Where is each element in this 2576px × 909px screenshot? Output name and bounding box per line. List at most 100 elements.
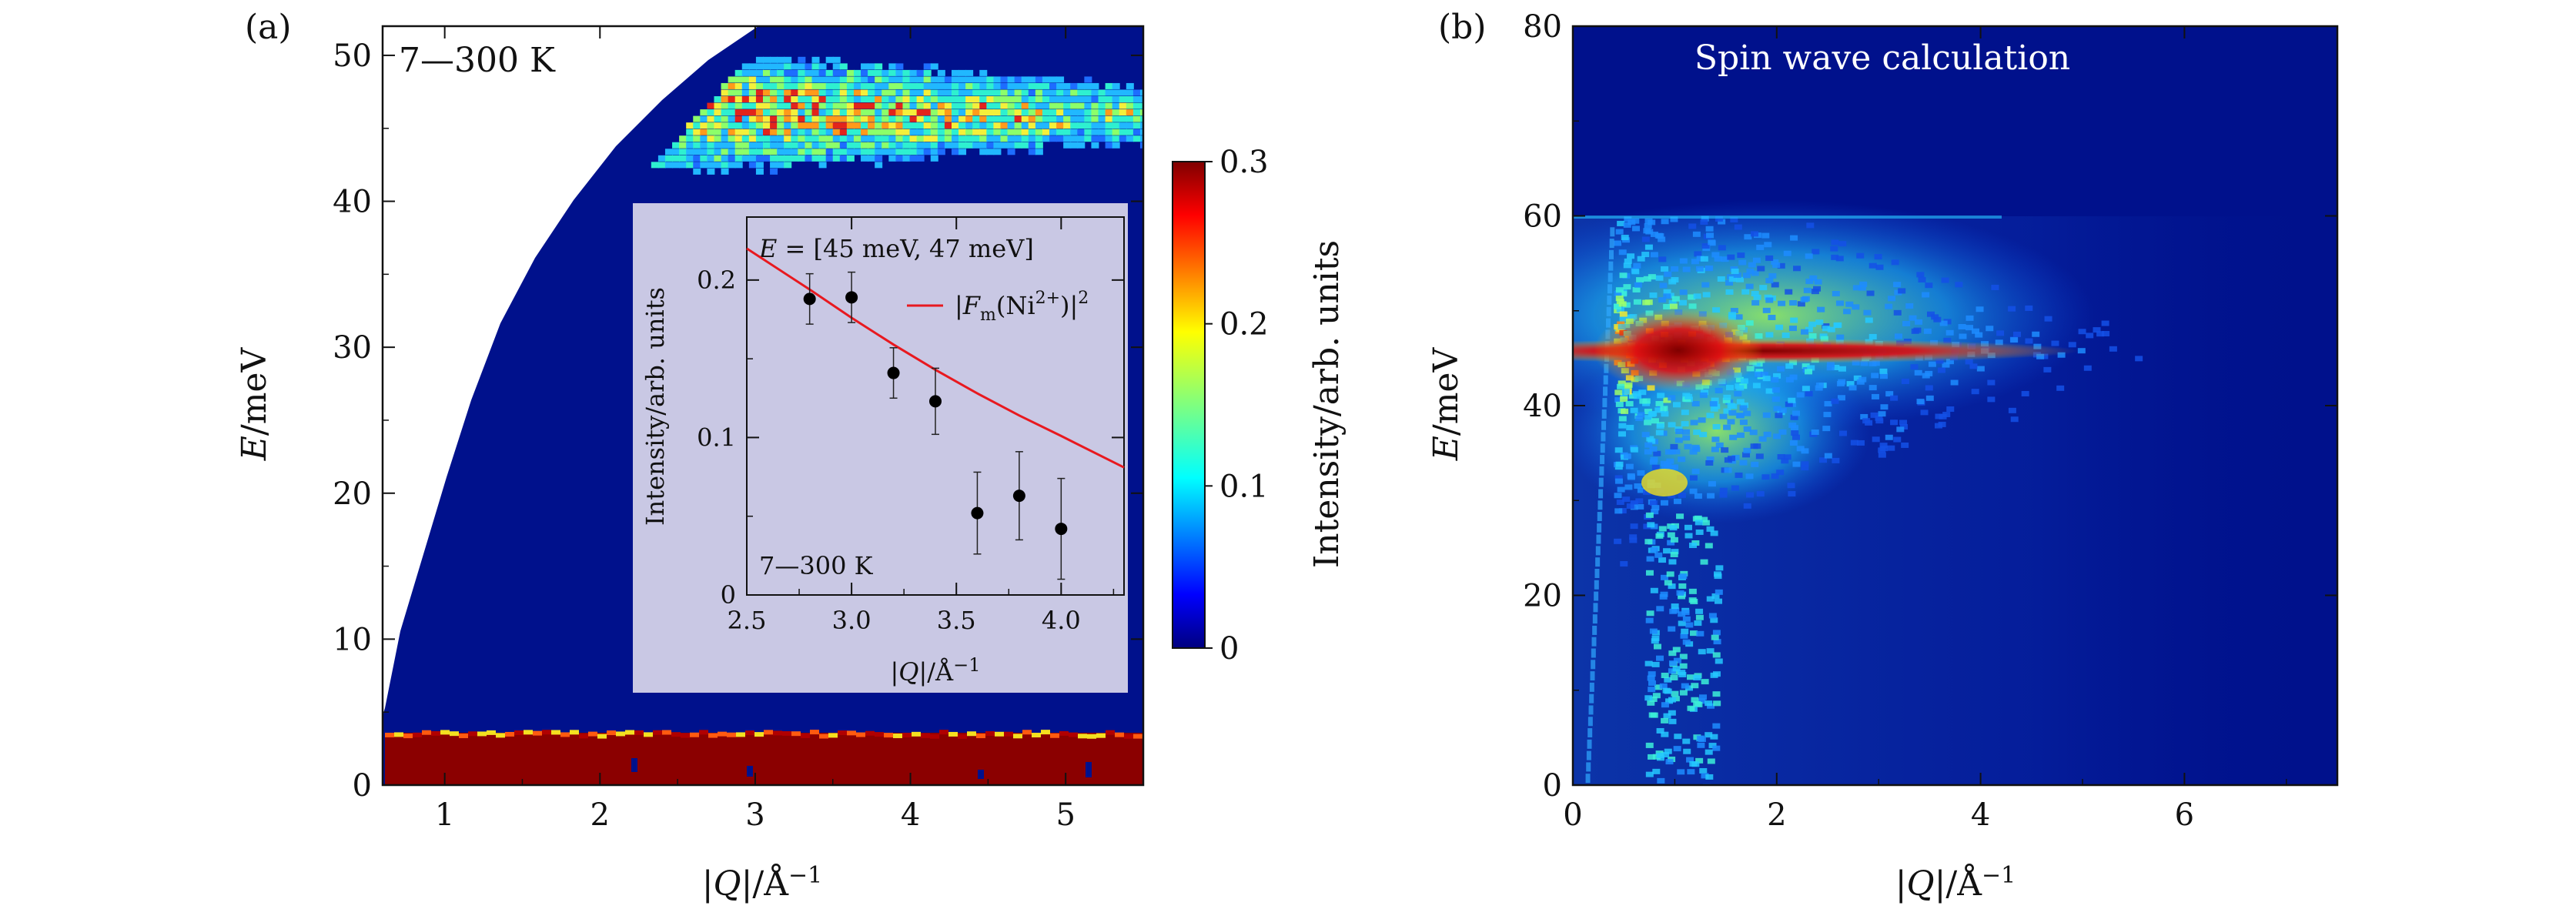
panel-a-band-pixel bbox=[693, 168, 701, 175]
panel-a-band-pixel bbox=[958, 142, 967, 149]
panel-a-band-pixel bbox=[791, 76, 799, 83]
panel-b-pixel bbox=[1735, 314, 1743, 320]
panel-a-band-pixel bbox=[714, 122, 722, 129]
panel-b-pixel bbox=[1965, 325, 1974, 331]
panel-b-pixel bbox=[1730, 308, 1738, 314]
panel-a-elastic-pixel bbox=[431, 730, 440, 736]
colorbar-tick-label: 0 bbox=[1219, 631, 1239, 667]
panel-b-pixel bbox=[1616, 500, 1624, 506]
panel-a-band-pixel bbox=[1112, 109, 1120, 116]
panel-b-pixel bbox=[1731, 454, 1740, 460]
panel-b-pixel bbox=[1711, 252, 1720, 258]
panel-a-elastic-pixel bbox=[718, 731, 727, 737]
panel-b-pixel bbox=[1866, 290, 1875, 296]
panel-b-pixel bbox=[1763, 431, 1771, 437]
panel-a-band-pixel bbox=[1126, 89, 1134, 96]
panel-b-pixel bbox=[1751, 290, 1759, 296]
panel-b-pixel bbox=[1711, 593, 1720, 599]
panel-a-band-pixel bbox=[1021, 96, 1029, 103]
panel-b-pixel bbox=[1729, 434, 1738, 440]
panel-b-pixel bbox=[1820, 336, 1828, 342]
panel-b-pixel bbox=[1898, 288, 1906, 294]
panel-a-band-pixel bbox=[1035, 76, 1043, 83]
panel-b-dispersion-pixel bbox=[1588, 705, 1594, 715]
panel-a-band-pixel bbox=[672, 162, 681, 169]
panel-b-pixel bbox=[1894, 333, 1902, 339]
panel-a-band-pixel bbox=[805, 102, 813, 109]
panel-b-pixel bbox=[1976, 366, 1985, 372]
panel-a-band-pixel bbox=[846, 129, 855, 135]
panel-b-pixel bbox=[1996, 330, 2005, 336]
panel-b-pixel bbox=[1643, 489, 1651, 495]
panel-a-band-pixel bbox=[755, 102, 764, 109]
panel-b-pixel bbox=[1879, 443, 1888, 449]
panel-a-band-pixel bbox=[909, 82, 918, 89]
panel-a-band-pixel bbox=[1021, 122, 1029, 129]
panel-b-pixel bbox=[1693, 429, 1701, 436]
panel-a-band-pixel bbox=[770, 109, 778, 116]
panel-b-pixel bbox=[1675, 429, 1684, 435]
panel-b-pixel bbox=[1771, 396, 1780, 403]
panel-b-dispersion-pixel bbox=[1591, 637, 1597, 647]
panel-b-pixel bbox=[1628, 219, 1636, 226]
panel-b-pixel bbox=[1701, 282, 1710, 288]
panel-a-band-pixel bbox=[741, 69, 750, 76]
panel-a-band-pixel bbox=[770, 162, 778, 169]
panel-b-pixel bbox=[1651, 661, 1660, 667]
panel-a-band-pixel bbox=[923, 96, 932, 103]
panel-a-elastic-pixel bbox=[921, 733, 930, 738]
panel-a-band-pixel bbox=[1077, 129, 1086, 135]
panel-a-band-pixel bbox=[1042, 89, 1050, 96]
panel-a-band-pixel bbox=[763, 69, 771, 76]
panel-a-band-pixel bbox=[798, 149, 806, 155]
panel-a-elastic-pixel bbox=[699, 730, 708, 735]
panel-b-pixel bbox=[1838, 366, 1846, 372]
panel-b-pixel bbox=[1625, 463, 1634, 470]
panel-b-pixel bbox=[1875, 264, 1884, 270]
panel-b-pixel bbox=[1711, 446, 1719, 453]
panel-a-band-pixel bbox=[1007, 102, 1015, 109]
panel-a-band-pixel bbox=[1021, 82, 1029, 89]
panel-b-pixel bbox=[1679, 690, 1688, 696]
panel-a-band-pixel bbox=[1042, 82, 1050, 89]
panel-b-dispersion-pixel bbox=[1609, 249, 1614, 259]
panel-b-pixel bbox=[1756, 244, 1765, 250]
panel-a-band-pixel bbox=[818, 135, 827, 142]
panel-b-pixel bbox=[1707, 703, 1715, 709]
panel-a-band-pixel bbox=[734, 96, 743, 103]
panel-a-band-pixel bbox=[895, 69, 904, 76]
panel-b-pixel bbox=[1682, 616, 1691, 622]
panel-b-pixel bbox=[1688, 588, 1697, 594]
panel-b-pixel bbox=[1743, 410, 1751, 416]
panel-a-band-pixel bbox=[693, 149, 701, 155]
panel-b-pixel bbox=[1705, 226, 1714, 232]
panel-a-band-pixel bbox=[686, 122, 694, 129]
panel-a-band-pixel bbox=[777, 102, 785, 109]
panel-b-pixel bbox=[1731, 268, 1739, 274]
panel-a-band-pixel bbox=[763, 109, 771, 116]
panel-a-elastic-pixel bbox=[995, 731, 1004, 737]
panel-a-elastic-pixel bbox=[1013, 734, 1022, 739]
panel-b-pixel bbox=[1868, 360, 1877, 366]
panel-a-band-pixel bbox=[902, 142, 911, 149]
panel-a-band-pixel bbox=[1139, 129, 1143, 135]
panel-a-band-pixel bbox=[909, 129, 918, 135]
panel-a-band-pixel bbox=[734, 149, 743, 155]
panel-a-band-pixel bbox=[784, 142, 792, 149]
panel-b-pixel bbox=[1826, 365, 1835, 371]
panel-b-pixel bbox=[1663, 548, 1671, 554]
panel-b-pixel bbox=[1843, 309, 1852, 315]
panel-b-pixel bbox=[1700, 516, 1708, 523]
panel-b-dispersion-pixel bbox=[1595, 546, 1601, 556]
panel-a-band-pixel bbox=[1035, 129, 1043, 135]
panel-b-pixel bbox=[1868, 262, 1877, 269]
panel-a-band-pixel bbox=[944, 115, 952, 122]
panel-b-pixel bbox=[1712, 691, 1721, 697]
panel-a-band-pixel bbox=[1063, 142, 1072, 149]
panel-a-band-pixel bbox=[916, 129, 925, 135]
panel-a-band-pixel bbox=[770, 56, 778, 63]
panel-a-band-pixel bbox=[888, 122, 897, 129]
panel-b-pixel bbox=[1684, 524, 1692, 530]
panel-a-elastic-pixel bbox=[1133, 734, 1142, 739]
panel-a-band-pixel bbox=[1126, 135, 1134, 142]
